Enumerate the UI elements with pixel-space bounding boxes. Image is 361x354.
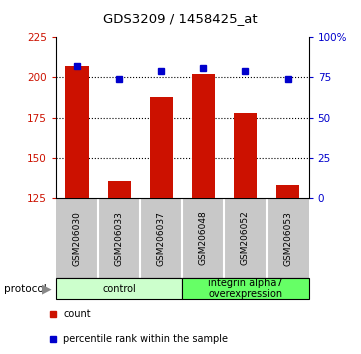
Text: GSM206053: GSM206053 bbox=[283, 211, 292, 266]
Text: integrin alpha7
overexpression: integrin alpha7 overexpression bbox=[208, 278, 283, 299]
Text: protocol: protocol bbox=[4, 284, 46, 293]
Text: control: control bbox=[102, 284, 136, 293]
Text: ▶: ▶ bbox=[42, 282, 52, 295]
Text: GSM206030: GSM206030 bbox=[73, 211, 82, 266]
Bar bbox=[182, 278, 309, 299]
Bar bbox=[276, 185, 299, 198]
Text: GSM206037: GSM206037 bbox=[157, 211, 166, 266]
Bar bbox=[56, 278, 182, 299]
Bar bbox=[150, 97, 173, 198]
Bar bbox=[234, 113, 257, 198]
Bar bbox=[108, 181, 131, 198]
Text: GSM206033: GSM206033 bbox=[115, 211, 123, 266]
Text: GSM206052: GSM206052 bbox=[241, 211, 250, 266]
Bar bbox=[192, 74, 215, 198]
Text: count: count bbox=[64, 308, 91, 319]
Text: GSM206048: GSM206048 bbox=[199, 211, 208, 266]
Bar bbox=[65, 66, 88, 198]
Text: GDS3209 / 1458425_at: GDS3209 / 1458425_at bbox=[103, 12, 258, 25]
Text: percentile rank within the sample: percentile rank within the sample bbox=[64, 334, 229, 344]
